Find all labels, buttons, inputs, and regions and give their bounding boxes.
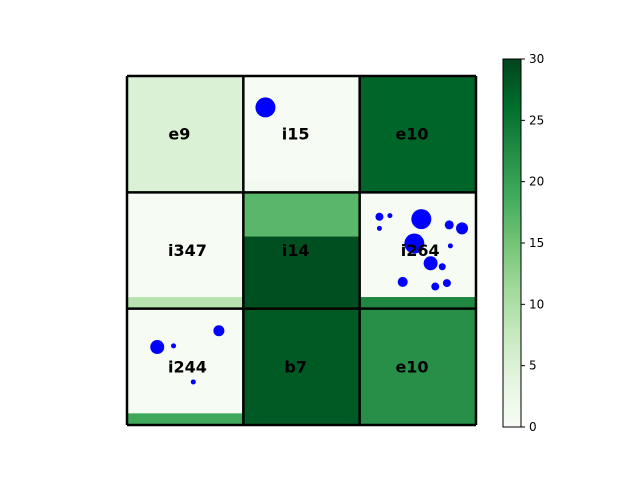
cell-labels: e9 i15 e10 i347 i14 i264 i244 b7 e10 bbox=[168, 125, 440, 377]
colorbar-tick-label: 10 bbox=[529, 297, 544, 311]
colorbar-tick-label: 20 bbox=[529, 175, 544, 189]
cell-label: i15 bbox=[282, 125, 310, 144]
heatmap-cell bbox=[127, 192, 244, 309]
heatmap-cell bbox=[243, 76, 360, 193]
heatmap-cell bbox=[243, 308, 360, 425]
scatter-point bbox=[150, 340, 165, 355]
heatmap-cell-bottom-band bbox=[243, 236, 360, 309]
colorbar-tick-label: 0 bbox=[529, 420, 537, 434]
scatter-point bbox=[456, 222, 469, 235]
heatmap-cell bbox=[127, 76, 244, 193]
scatter-point bbox=[376, 225, 382, 231]
scatter-points bbox=[150, 97, 469, 385]
colorbar-tick-label: 15 bbox=[529, 236, 544, 250]
scatter-point bbox=[438, 263, 446, 271]
cell-label: i14 bbox=[282, 241, 310, 260]
cell-label: i347 bbox=[168, 241, 207, 260]
scatter-point bbox=[190, 379, 196, 385]
scatter-point bbox=[213, 325, 225, 337]
cell-label: i264 bbox=[401, 241, 440, 260]
scatter-point bbox=[423, 256, 438, 271]
cell-label: e9 bbox=[168, 125, 190, 144]
scatter-point bbox=[444, 220, 454, 230]
scatter-point bbox=[375, 212, 384, 221]
heatmap-cell bbox=[359, 308, 476, 425]
scatter-point bbox=[171, 343, 177, 349]
scatter-point bbox=[447, 243, 453, 249]
cell-label: b7 bbox=[284, 357, 307, 376]
scatter-point bbox=[404, 233, 425, 254]
cell-grid-lines bbox=[125, 74, 478, 427]
cell-label: e10 bbox=[395, 125, 428, 144]
cell-label: e10 bbox=[395, 357, 428, 376]
colorbar-tick-label: 30 bbox=[529, 52, 544, 66]
heatmap-cell-bottom-band bbox=[127, 413, 244, 425]
scatter-point bbox=[387, 213, 393, 219]
colorbar-gradient bbox=[502, 58, 522, 428]
heatmap-cell-bottom-band bbox=[127, 297, 244, 309]
heatmap-cell-bottom-band bbox=[359, 297, 476, 309]
scatter-point bbox=[255, 97, 276, 118]
scatter-point bbox=[442, 279, 451, 288]
heatmap-cell bbox=[127, 308, 244, 425]
scatter-point bbox=[411, 209, 432, 230]
scatter-point bbox=[397, 276, 408, 287]
colorbar-tick-label: 25 bbox=[529, 113, 544, 127]
colorbar-tick-label: 5 bbox=[529, 359, 537, 373]
heatmap-cell bbox=[359, 76, 476, 193]
heatmap-cell-bottom-band bbox=[243, 180, 360, 193]
scatter-point bbox=[431, 282, 440, 291]
cell-label: i244 bbox=[168, 357, 207, 376]
heatmap-cells bbox=[127, 76, 476, 425]
colorbar: 0 5 10 15 20 25 30 bbox=[502, 52, 544, 434]
